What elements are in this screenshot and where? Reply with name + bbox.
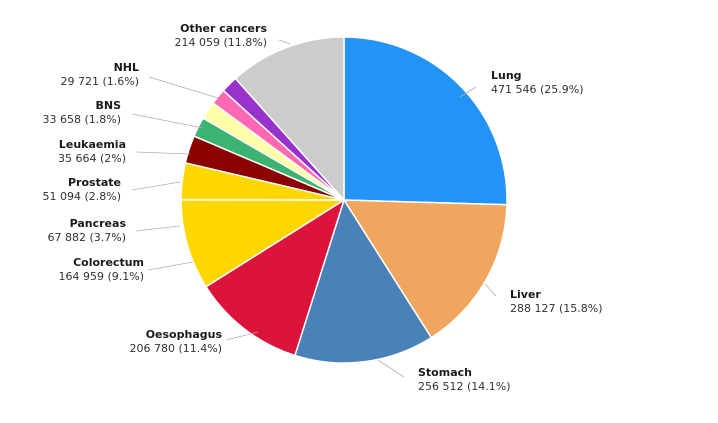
pie-slice-oesophagus	[204, 198, 346, 357]
slice-value-oesophagus: 206 780 (11.4%)	[129, 342, 222, 355]
leader-lines	[131, 39, 497, 378]
slice-value-nhl: 29 721 (1.6%)	[60, 75, 139, 88]
slice-label-colorectum: Colorectum	[73, 256, 144, 269]
slice-label-bns: BNS	[95, 99, 121, 112]
slice-label-pancreas: Pancreas	[70, 217, 127, 230]
slice-label-leukaemia: Leukaemia	[59, 138, 126, 151]
slice-value-leukaemia: 35 664 (2%)	[58, 152, 126, 165]
leader-line-liver	[484, 283, 497, 297]
slice-label-oesophagus: Oesophagus	[146, 328, 223, 341]
leader-line-bns	[131, 113, 204, 129]
leader-line-prostate	[131, 181, 181, 191]
pie-slices	[180, 36, 508, 364]
slice-label-stomach: Stomach	[418, 366, 472, 379]
leader-line-other-cancers	[278, 39, 291, 45]
slice-label-lung: Lung	[491, 69, 522, 82]
leader-line-colorectum	[147, 261, 194, 271]
slice-label-prostate: Prostate	[68, 176, 121, 189]
leader-line-nhl	[148, 76, 219, 99]
slice-value-pancreas: 67 882 (3.7%)	[47, 231, 126, 244]
leader-line-lung	[459, 86, 477, 98]
slice-value-bns: 33 658 (1.8%)	[42, 113, 121, 126]
slice-value-colorectum: 164 959 (9.1%)	[58, 270, 144, 283]
pie-slice-other-cancers	[234, 36, 345, 202]
slice-value-prostate: 51 094 (2.8%)	[42, 190, 121, 203]
slice-value-stomach: 256 512 (14.1%)	[418, 380, 511, 393]
pie-slice-stomach	[293, 198, 433, 364]
slice-label-nhl: NHL	[114, 61, 139, 74]
slice-value-other-cancers: 214 059 (11.8%)	[174, 36, 267, 49]
pie-slice-colorectum	[180, 198, 347, 288]
pie-slice-lung	[343, 36, 508, 206]
slice-value-lung: 471 546 (25.9%)	[491, 83, 584, 96]
leader-line-pancreas	[135, 225, 181, 232]
leader-line-stomach	[377, 359, 405, 378]
leader-line-oesophagus	[225, 331, 259, 341]
slice-label-liver: Liver	[510, 288, 541, 301]
pie-slice-liver	[342, 199, 508, 339]
slice-value-liver: 288 127 (15.8%)	[510, 302, 603, 315]
leader-line-leukaemia	[135, 151, 191, 155]
slice-label-other-cancers: Other cancers	[180, 22, 267, 35]
